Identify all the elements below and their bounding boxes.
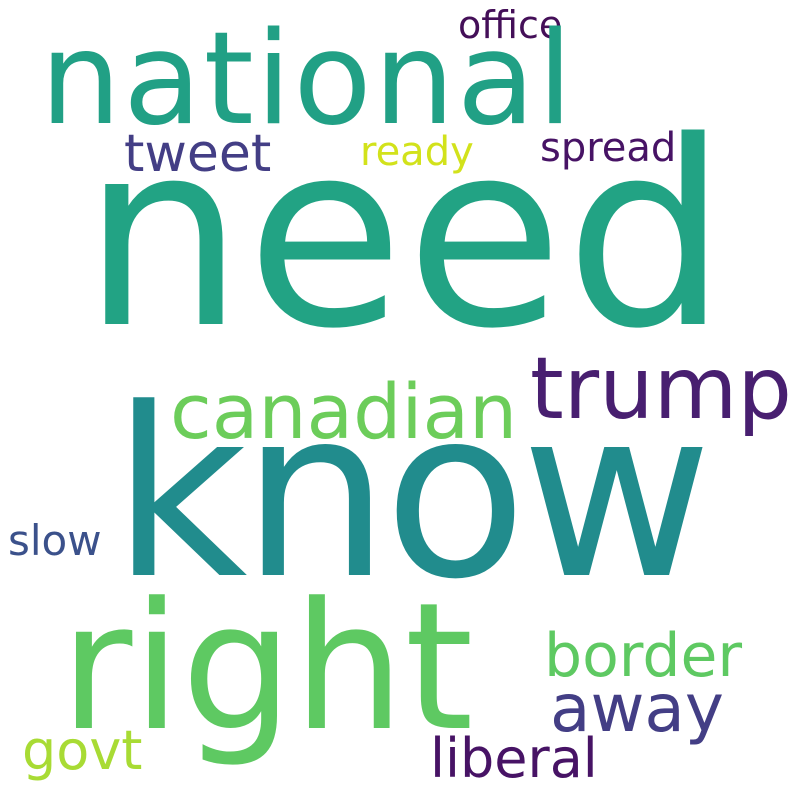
word-national: national [40,5,575,154]
word-canadian: canadian [170,367,518,456]
word-ready: ready [360,129,474,175]
word-know: know [112,359,712,631]
word-spread: spread [540,125,677,171]
word-tweet: tweet [124,124,272,184]
word-trump: trump [530,339,792,439]
word-border: border [544,621,743,691]
word-need: need [82,87,730,385]
word-right: right [60,565,474,770]
word-office: office [458,3,563,47]
word-away: away [550,670,724,747]
word-slow: slow [8,516,102,565]
word-liberal: liberal [430,727,598,790]
word-govt: govt [22,719,143,782]
